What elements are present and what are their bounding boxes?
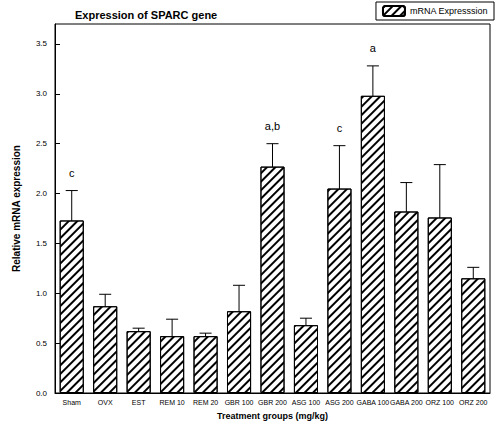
svg-text:0.0: 0.0: [36, 389, 48, 398]
svg-text:2.0: 2.0: [36, 189, 48, 198]
svg-text:c: c: [337, 122, 343, 134]
svg-text:1.5: 1.5: [36, 239, 48, 248]
svg-text:a: a: [370, 42, 377, 54]
svg-text:Relative mRNA expression: Relative mRNA expression: [11, 145, 22, 272]
svg-text:REM 10: REM 10: [159, 399, 184, 406]
svg-text:GABA 100: GABA 100: [357, 399, 390, 406]
svg-text:ORZ 100: ORZ 100: [426, 399, 455, 406]
svg-text:OVX: OVX: [98, 399, 113, 406]
svg-text:Expression of SPARC gene: Expression of SPARC gene: [75, 9, 217, 21]
svg-text:ASG 200: ASG 200: [325, 399, 354, 406]
svg-text:GBR 100: GBR 100: [225, 399, 254, 406]
svg-text:GABA 200: GABA 200: [390, 399, 423, 406]
svg-text:2.5: 2.5: [36, 139, 48, 148]
svg-text:EST: EST: [132, 399, 146, 406]
svg-text:ORZ 200: ORZ 200: [459, 399, 488, 406]
svg-text:a,b: a,b: [265, 120, 280, 132]
svg-text:3.5: 3.5: [36, 39, 48, 48]
svg-text:3.0: 3.0: [36, 89, 48, 98]
svg-text:Sham: Sham: [63, 399, 81, 406]
svg-text:Treatment groups (mg/kg): Treatment groups (mg/kg): [217, 411, 328, 421]
svg-text:ASG 100: ASG 100: [292, 399, 321, 406]
svg-text:REM 20: REM 20: [193, 399, 218, 406]
svg-text:GBR 200: GBR 200: [258, 399, 287, 406]
svg-text:c: c: [69, 167, 75, 179]
svg-text:1.0: 1.0: [36, 289, 48, 298]
svg-text:mRNA Expresssion: mRNA Expresssion: [410, 6, 488, 16]
svg-text:0.5: 0.5: [36, 339, 48, 348]
